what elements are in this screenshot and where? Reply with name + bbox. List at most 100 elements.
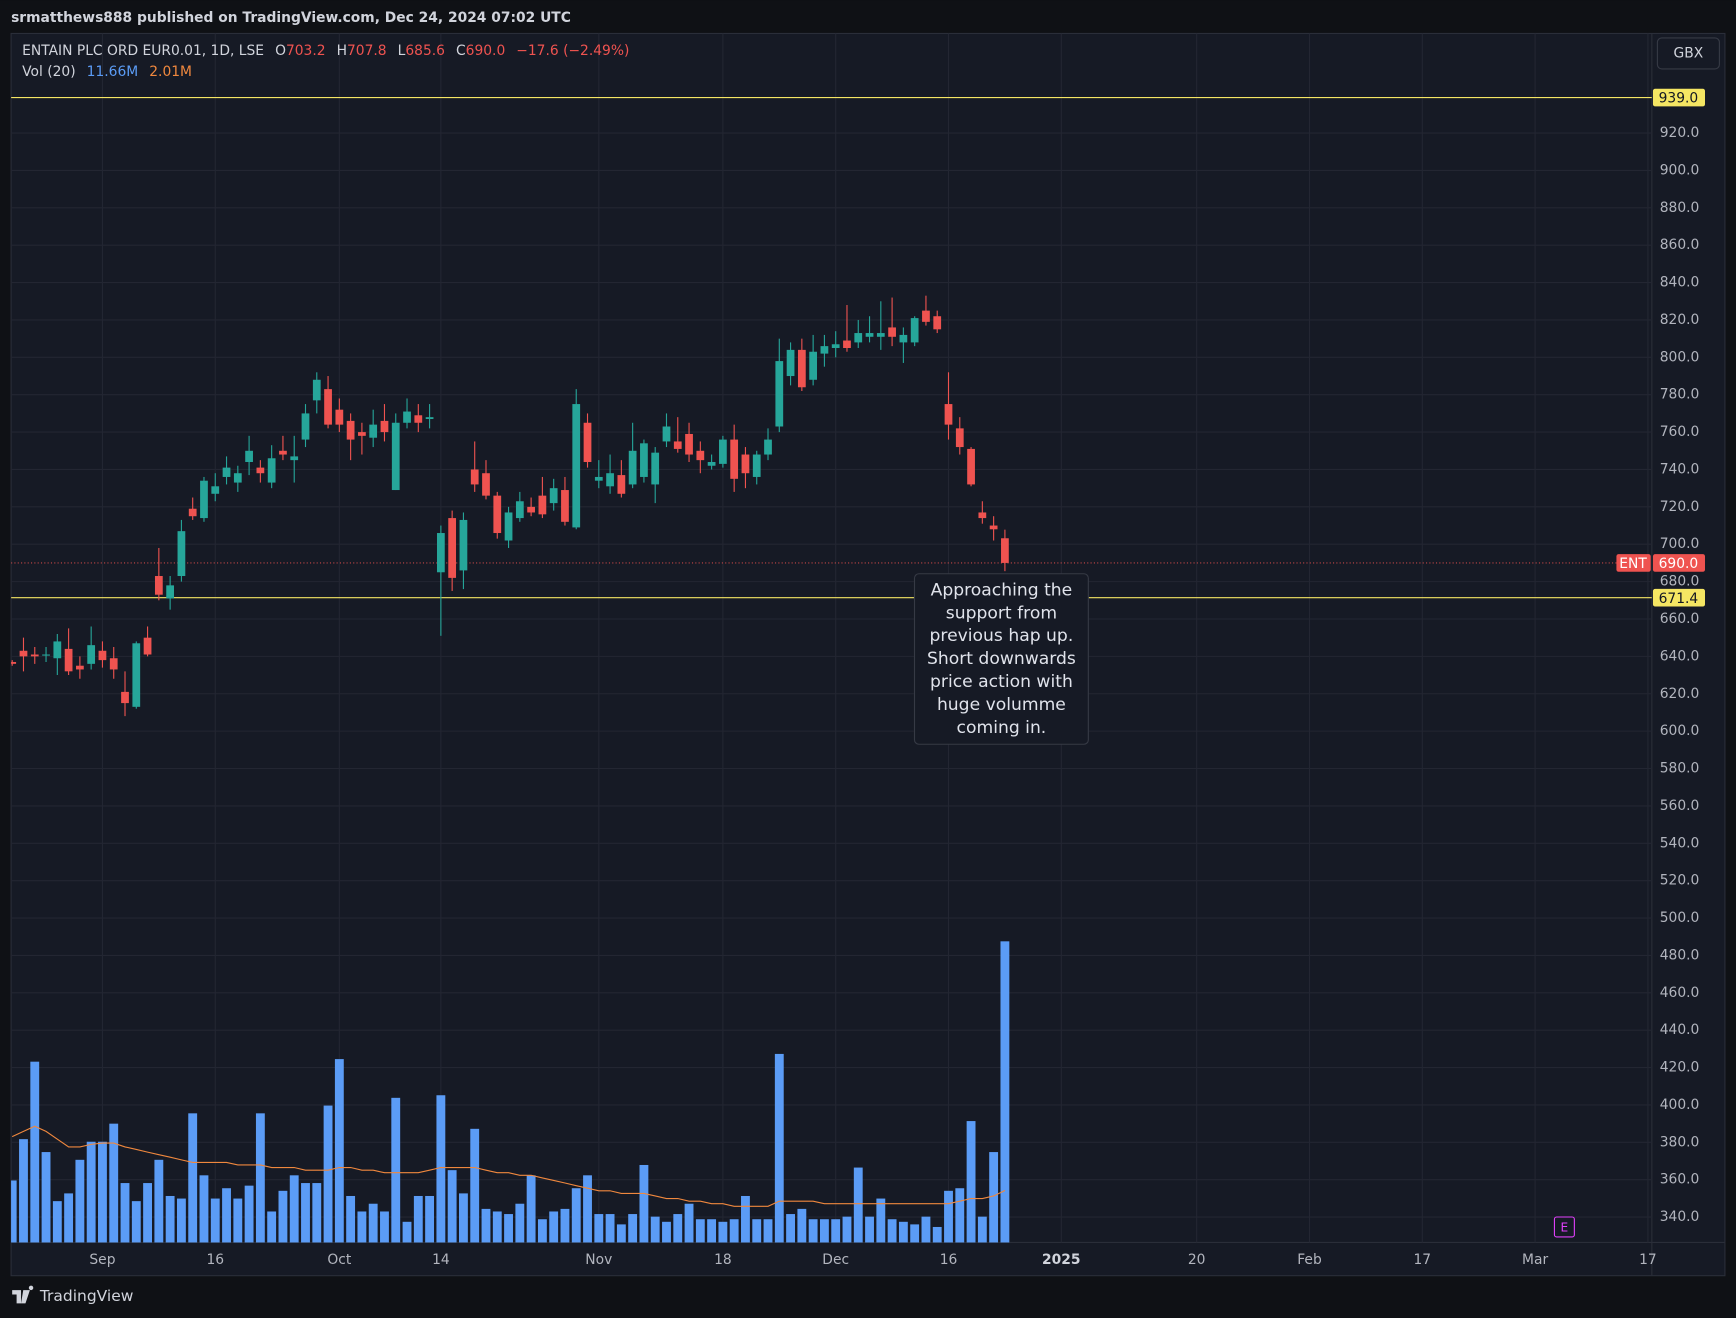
candle-body xyxy=(719,439,727,464)
volume-bar xyxy=(944,1190,953,1243)
volume-bar xyxy=(267,1211,277,1243)
volume-bar xyxy=(143,1183,152,1243)
currency-label[interactable]: GBX xyxy=(1674,45,1704,61)
earnings-label[interactable]: E xyxy=(1561,1221,1569,1235)
chart-panel xyxy=(10,32,1726,1277)
volume-bar xyxy=(1000,941,1010,1243)
candle-body xyxy=(764,439,772,455)
candle-body xyxy=(493,495,502,534)
volume-bar xyxy=(402,1221,412,1243)
volume-bar xyxy=(639,1164,649,1243)
candle-body xyxy=(933,316,942,330)
candle-body xyxy=(42,654,50,656)
volume-bar xyxy=(819,1219,829,1243)
volume-bar xyxy=(278,1190,288,1243)
x-tick-label: 16 xyxy=(206,1252,224,1268)
x-tick-label: 18 xyxy=(714,1252,732,1268)
candle-body xyxy=(391,422,400,491)
candle-body xyxy=(436,533,445,573)
volume-bar xyxy=(188,1113,198,1243)
volume-bar xyxy=(763,1219,773,1243)
volume-bar xyxy=(831,1219,841,1243)
candle-body xyxy=(955,428,964,448)
y-tick-label: 480.0 xyxy=(1660,947,1700,963)
volume-bar xyxy=(650,1216,660,1243)
y-tick-label: 760.0 xyxy=(1660,424,1700,440)
candle-body xyxy=(459,519,468,571)
volume-bar xyxy=(932,1226,942,1243)
candle-body xyxy=(617,475,626,494)
y-tick-label: 720.0 xyxy=(1660,499,1700,515)
open-value: 703.2 xyxy=(286,43,326,59)
volume-bar xyxy=(301,1183,310,1243)
volume-bar xyxy=(86,1141,96,1243)
candle-body xyxy=(640,443,648,477)
candle-body xyxy=(707,462,716,466)
volume-bar xyxy=(887,1219,897,1243)
candle-body xyxy=(19,650,28,657)
volume-bar xyxy=(210,1198,220,1243)
volume-name: Vol (20) xyxy=(22,64,75,80)
volume-bar xyxy=(707,1219,717,1243)
candle-body xyxy=(775,361,784,427)
volume-bar xyxy=(222,1188,231,1243)
volume-header: Vol (20) 11.66M 2.01M xyxy=(22,64,192,80)
plot xyxy=(11,97,1652,1243)
y-tick-label: 680.0 xyxy=(1660,574,1700,590)
brand-name: TradingView xyxy=(39,1287,134,1305)
candle-body xyxy=(245,450,253,463)
volume-bar xyxy=(346,1195,356,1243)
earnings-icon[interactable] xyxy=(1553,1216,1575,1238)
y-tick-label: 500.0 xyxy=(1660,910,1700,926)
volume-bar xyxy=(425,1195,435,1243)
candle-body xyxy=(448,518,457,578)
volume-bar xyxy=(368,1203,378,1243)
candle-body xyxy=(301,413,310,440)
candle-body xyxy=(549,488,558,504)
candle-body xyxy=(403,411,411,423)
volume-bar xyxy=(605,1214,615,1243)
volume-bar xyxy=(876,1198,886,1243)
last-price-tag xyxy=(1652,554,1705,572)
brand-logo xyxy=(12,1285,34,1304)
volume-bar xyxy=(470,1128,480,1243)
x-tick-label: 20 xyxy=(1188,1252,1206,1268)
y-tick-label: 380.0 xyxy=(1660,1134,1700,1150)
volume-bar xyxy=(571,1188,581,1243)
volume-bar xyxy=(549,1211,559,1243)
x-tick-label: Sep xyxy=(89,1252,115,1268)
y-tick-label: 400.0 xyxy=(1660,1097,1700,1113)
volume-bar xyxy=(154,1159,164,1243)
candle-body xyxy=(797,349,806,388)
volume-bar xyxy=(673,1214,683,1243)
volume-bar xyxy=(515,1203,525,1243)
candle-body xyxy=(572,404,581,528)
volume-bar xyxy=(842,1216,852,1243)
volume-bar xyxy=(898,1221,908,1243)
volume-bar xyxy=(323,1105,333,1243)
line-price-tag xyxy=(1652,88,1705,107)
volume-bar xyxy=(921,1216,931,1243)
volume-value: 11.66M xyxy=(87,64,139,80)
y-tick-label: 600.0 xyxy=(1660,723,1700,739)
candle-body xyxy=(200,480,208,519)
currency-button[interactable] xyxy=(1656,37,1720,70)
candle-body xyxy=(1001,538,1009,563)
candle-body xyxy=(154,576,163,595)
candle-body xyxy=(425,417,434,420)
candle-body xyxy=(888,327,896,337)
x-tick-label: Mar xyxy=(1522,1252,1548,1268)
candle-body xyxy=(369,424,378,438)
y-tick-label: 620.0 xyxy=(1660,686,1700,702)
candle-body xyxy=(741,454,750,474)
volume-ma-value: 2.01M xyxy=(149,64,192,80)
candle-body xyxy=(64,648,73,672)
volume-bar xyxy=(729,1219,739,1243)
line-price-label: 671.4 xyxy=(1659,591,1699,607)
high-letter: H xyxy=(337,43,347,59)
volume-bar xyxy=(662,1221,671,1243)
candle-body xyxy=(673,441,682,449)
volume-bar xyxy=(447,1170,457,1243)
line-price-label: 939.0 xyxy=(1659,91,1699,107)
volume-bar xyxy=(75,1159,85,1243)
